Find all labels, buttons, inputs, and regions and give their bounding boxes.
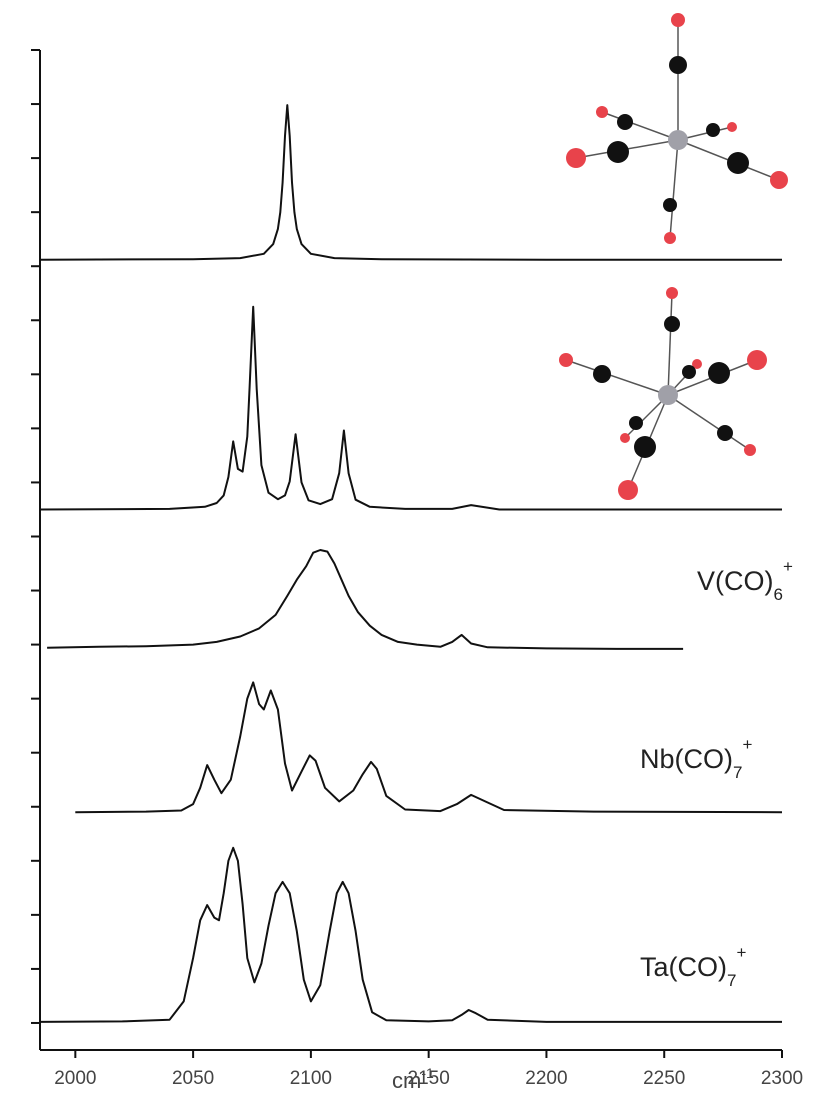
x-tick-label: 2250 xyxy=(643,1068,685,1089)
annotation-sub: 7 xyxy=(727,971,736,990)
x-tick-label: 2100 xyxy=(290,1068,332,1089)
annotation: V(CO)6+ xyxy=(697,557,793,604)
spectrum-line xyxy=(40,848,782,1022)
molecule-structure xyxy=(566,13,788,244)
x-axis-label-sup: -1 xyxy=(421,1065,434,1081)
annotation-sub: 7 xyxy=(733,763,742,782)
x-tick-label: 2050 xyxy=(172,1068,214,1089)
annotation-sup: + xyxy=(736,943,746,962)
annotation: Nb(CO)7+ xyxy=(640,735,752,782)
annotation-text: Nb(CO) xyxy=(640,744,733,774)
annotation-sup: + xyxy=(783,557,793,576)
annotation-sub: 6 xyxy=(774,585,783,604)
spectrum-line xyxy=(47,550,683,649)
molecule-structure xyxy=(559,287,767,500)
annotation-text: Ta(CO) xyxy=(640,952,727,982)
annotation-text: V(CO) xyxy=(697,566,774,596)
x-tick-label: 2300 xyxy=(761,1068,803,1089)
annotation-sup: + xyxy=(742,735,752,754)
chart: 2000205021002150220022502300cm-1V(CO)6+N… xyxy=(0,0,817,1099)
annotation: Ta(CO)7+ xyxy=(640,943,746,990)
x-tick-label: 2000 xyxy=(54,1068,96,1089)
x-tick-label: 2200 xyxy=(525,1068,567,1089)
x-axis-label-text: cm xyxy=(392,1068,421,1093)
page: {"chart_data": {"type": "line", "xlim": … xyxy=(0,0,817,1099)
